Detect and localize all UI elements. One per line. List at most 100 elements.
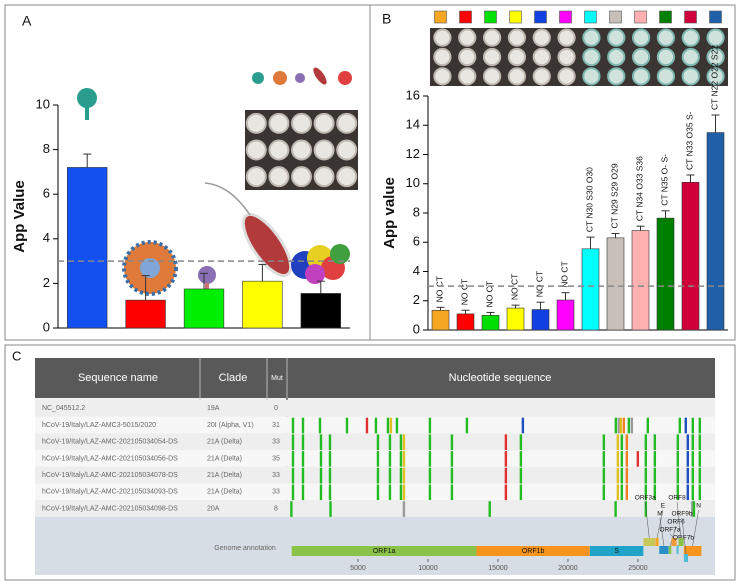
plate-well [507,28,527,47]
mutation-mark [686,484,689,501]
gene [683,554,689,562]
clade: 21A (Delta) [207,489,242,496]
plate-well [532,67,551,86]
mutation-mark [625,451,629,467]
mutation-count: 33 [272,472,280,479]
bar [631,230,650,331]
mutation-mark [691,484,694,501]
mutation-mark [691,501,694,517]
mutation-mark [616,434,620,451]
gene [643,538,656,546]
bar-label: NO CT [460,279,470,305]
mutation-mark [676,451,680,467]
bar [556,299,575,331]
gene-leader [681,517,687,555]
plate-well [507,47,527,67]
plate-well [681,47,700,67]
clade: 21A (Delta) [207,455,242,462]
mutation-mark [691,467,694,484]
bar [183,288,225,329]
mutation-mark [365,417,369,434]
mutation-mark [376,451,380,467]
mutation-mark [399,451,403,467]
bar-label: NO CT [435,276,445,302]
gene-leader [656,509,664,539]
mutation-mark [684,417,687,434]
mutation-mark [691,451,694,467]
gene-leader [669,525,677,547]
plate-well [656,67,676,86]
mutation-mark [602,484,606,501]
virus-icons [77,67,352,297]
mutation-mark [676,434,680,451]
bar-label: NO CT [535,271,545,297]
plate-well [458,47,477,67]
gene [671,538,677,546]
mutation-mark [301,484,305,501]
plate-well [336,112,358,134]
mutation-mark [488,501,491,517]
color-swatch [709,10,722,24]
mutation-mark [388,467,392,484]
panel-label: A [22,13,32,29]
mutation-mark [627,417,631,434]
mutation-mark [345,417,349,434]
bar [606,237,625,331]
table-header [35,358,715,398]
mutation-count: 35 [272,455,280,462]
clade: 21A (Delta) [207,472,242,479]
gene-label: ORF3a [635,495,656,502]
mutation-mark [653,484,657,501]
sequence-name: hCoV-19/Italy/LAZ-AMC-202105034098-DS [42,505,178,512]
bar-label: NO CT [510,274,520,300]
mutation-mark [428,467,432,484]
mutation-mark [291,467,295,484]
clade: 20I (Alpha, V1) [207,422,254,429]
sequence-name: hCoV-19/Italy/LAZ-AMC-202105034056-DS [42,455,178,462]
gene-label: N [696,503,701,510]
mutation-mark [622,417,626,434]
color-swatch [534,10,547,24]
gene-label: M [657,511,662,518]
color-swatch [609,10,622,24]
mutation-mark [328,467,332,484]
plate-well [706,67,725,86]
color-swatch [559,10,572,24]
mutation-mark [450,434,454,451]
sequence-name: hCoV-19/Italy/LAZ-AMC-202105034078-DS [42,472,178,479]
mutation-mark [328,484,332,501]
color-swatch [459,10,472,24]
mutation-mark [644,484,648,501]
mutation-mark [376,484,380,501]
plate-well [706,47,725,67]
mutation-mark [692,501,696,517]
bar [481,315,500,331]
color-swatch [684,10,697,24]
x-tick-label: 25000 [628,565,648,572]
gene-leader [659,517,665,547]
x-tick-label: 5000 [350,565,366,572]
sequence-name: hCoV-19/Italy/LAZ-AMC-202105034054-DS [42,439,178,446]
y-tick-label: 14 [406,117,420,132]
mutation-mark [614,417,618,434]
annotation-background [35,515,715,575]
plate-well [681,67,700,86]
mutation-count: 8 [274,505,278,512]
bar [706,132,725,331]
y-tick-label: 0 [413,321,420,336]
plate-well [268,112,290,134]
bar-label: NO CT [485,281,495,307]
sequence-name: NC_045512.2 [42,405,85,412]
x-tick-label: 20000 [558,565,578,572]
plate-well [482,28,502,47]
sequence-name: hCoV-19/Italy/LAZ-AMC3-5015/2020 [42,422,156,429]
mutation-mark [301,467,305,484]
mutation-mark [625,467,629,484]
y-tick-label: 16 [406,87,420,102]
plate-well [291,139,312,161]
column-header: Nucleotide sequence [449,372,552,384]
gene [589,546,644,556]
mutation-mark [465,417,469,434]
gene-label: E [661,503,666,510]
